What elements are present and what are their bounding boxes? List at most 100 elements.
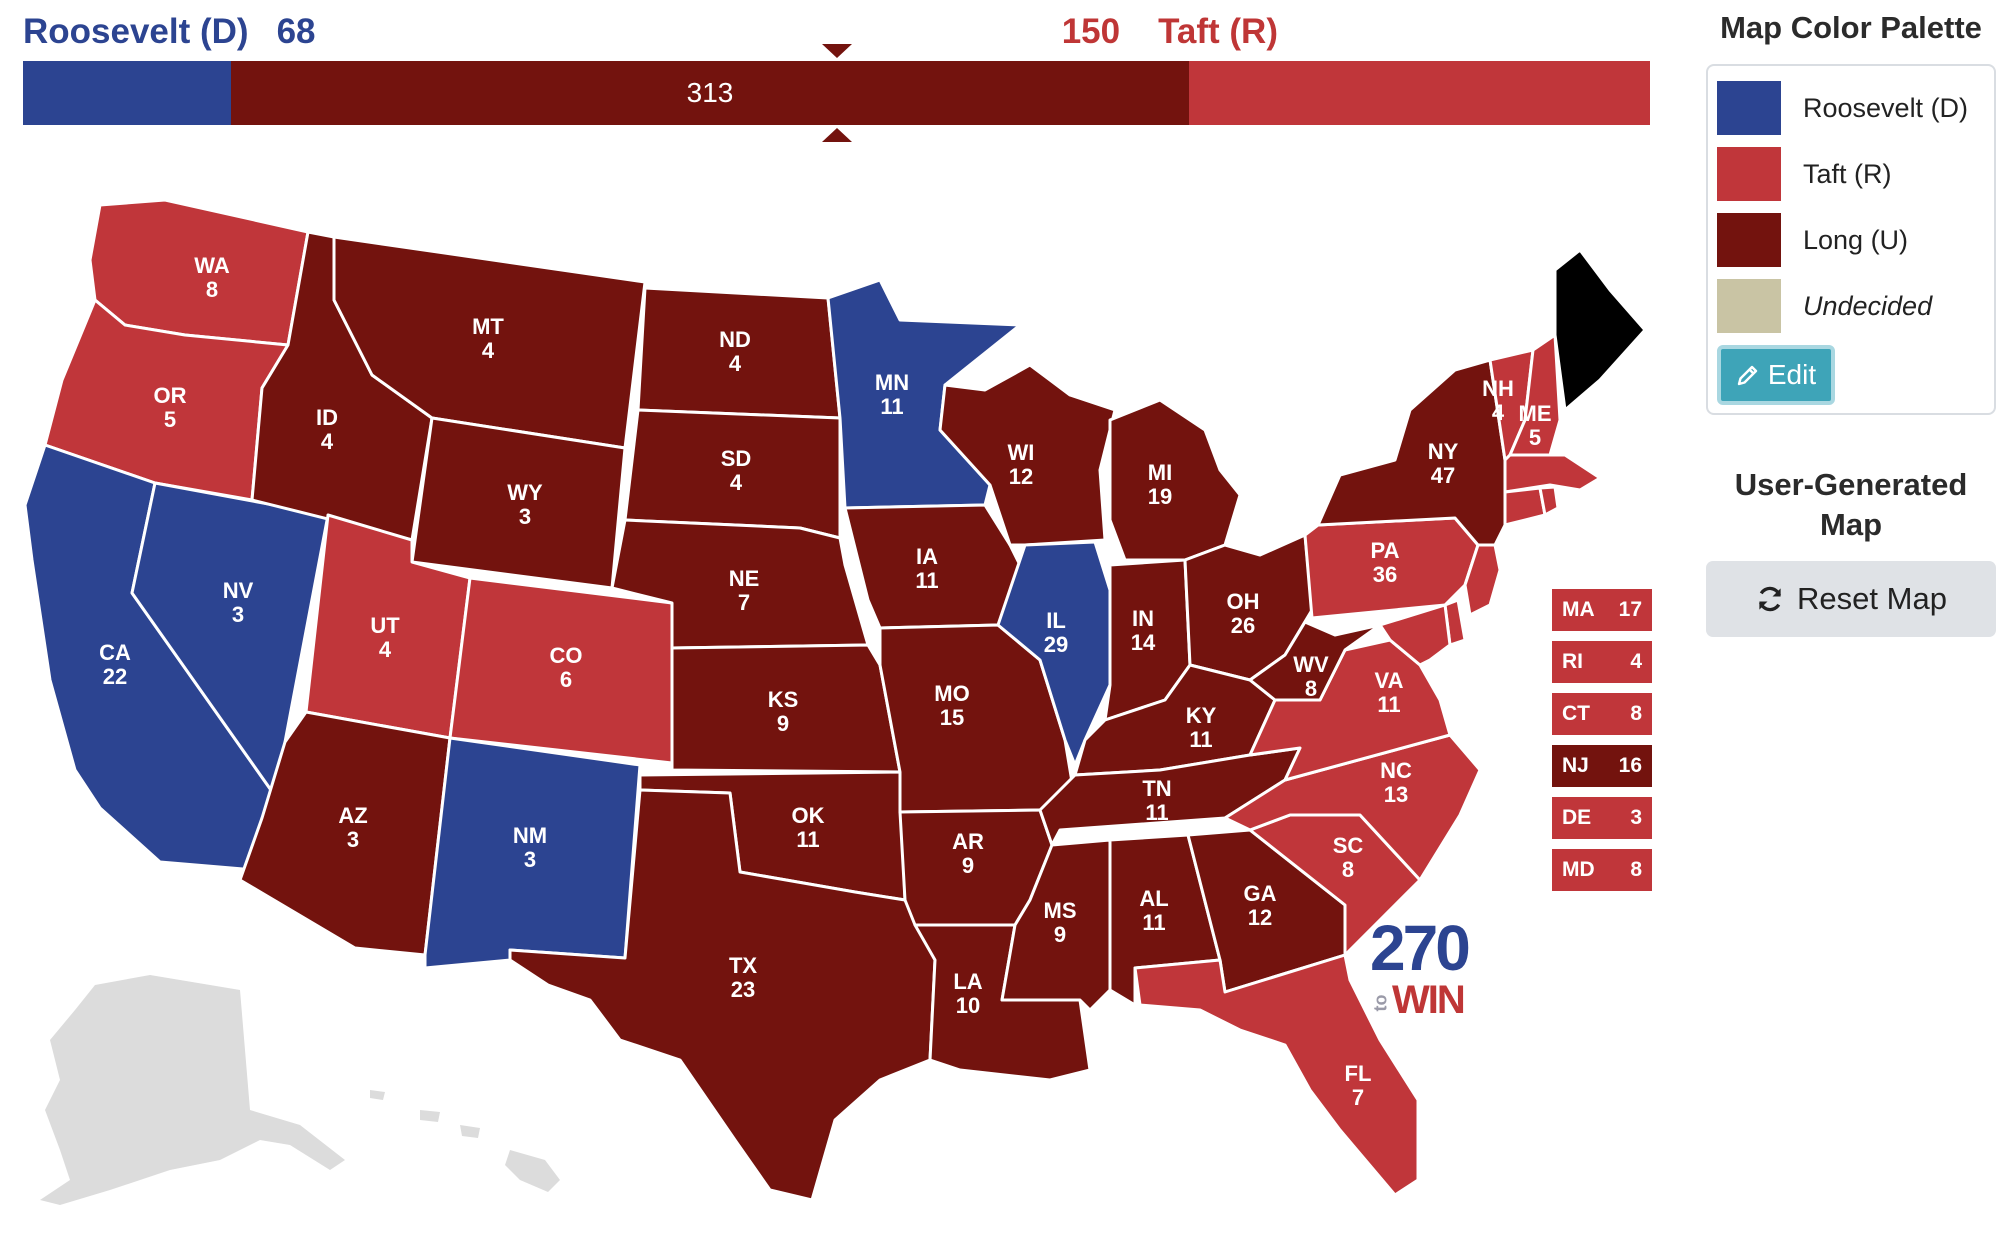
label-NE-abbr: NE xyxy=(729,566,760,591)
label-LA-abbr: LA xyxy=(953,969,982,994)
small-state-MA[interactable]: MA 17 xyxy=(1552,589,1652,631)
state-NJ[interactable] xyxy=(1463,543,1502,617)
label-SC-abbr: SC xyxy=(1333,833,1364,858)
label-IA-ev: 11 xyxy=(915,568,938,593)
label-GA-abbr: GA xyxy=(1244,881,1277,906)
label-WV-abbr: WV xyxy=(1293,652,1329,677)
label-OK-abbr: OK xyxy=(792,803,825,828)
label-OH-abbr: OH xyxy=(1227,589,1260,614)
label-VA-abbr: VA xyxy=(1375,668,1404,693)
reset-map-button[interactable]: Reset Map xyxy=(1706,561,1996,637)
label-PA-abbr: PA xyxy=(1371,538,1400,563)
small-state-CT[interactable]: CT 8 xyxy=(1552,693,1652,735)
label-OK-ev: 11 xyxy=(796,827,819,852)
label-AZ-ev: 3 xyxy=(347,827,359,852)
palette-label: Undecided xyxy=(1803,290,1933,321)
electoral-vote-bar: 313 xyxy=(23,61,1650,125)
label-GA-ev: 12 xyxy=(1248,905,1272,930)
small-state-NJ[interactable]: NJ 16 xyxy=(1552,745,1652,787)
label-ID-ev: 4 xyxy=(321,429,334,454)
edit-button[interactable]: Edit xyxy=(1717,345,1835,405)
label-TN-ev: 11 xyxy=(1145,800,1168,825)
label-KS-abbr: KS xyxy=(768,687,799,712)
label-LA-ev: 10 xyxy=(956,993,980,1018)
small-state-RI[interactable]: RI 4 xyxy=(1552,641,1652,683)
label-OH-ev: 26 xyxy=(1231,613,1255,638)
small-state-ev: 4 xyxy=(1630,650,1642,673)
label-MT-abbr: MT xyxy=(472,314,504,339)
label-NM-ev: 3 xyxy=(524,847,536,872)
small-state-abbr: DE xyxy=(1562,806,1592,829)
label-MT-ev: 4 xyxy=(482,338,495,363)
palette-item-roosevelt[interactable]: Roosevelt (D) xyxy=(1717,75,1985,141)
palette-item-undecided[interactable]: Undecided xyxy=(1717,273,1985,339)
small-state-ev: 8 xyxy=(1630,858,1642,881)
user-generated-map-title: User-Generated Map xyxy=(1734,467,1968,542)
color-swatch xyxy=(1717,213,1781,267)
state-TX[interactable] xyxy=(508,788,937,1202)
label-PA-ev: 36 xyxy=(1373,562,1397,587)
majority-marker-top xyxy=(822,44,852,58)
label-SD-ev: 4 xyxy=(730,470,743,495)
palette-label: Long (U) xyxy=(1803,224,1909,255)
palette-title: Map Color Palette xyxy=(1720,10,1982,45)
label-NH-abbr: ME xyxy=(1519,401,1552,426)
label-WA-abbr: WA xyxy=(194,253,230,278)
state-MD[interactable] xyxy=(1378,603,1452,667)
label-IN-abbr: IN xyxy=(1132,606,1154,631)
label-OR-abbr: OR xyxy=(154,383,187,408)
small-state-DE[interactable]: DE 3 xyxy=(1552,797,1652,839)
label-VT-ev: 4 xyxy=(1492,400,1505,425)
label-NV-ev: 3 xyxy=(232,602,244,627)
label-TN-abbr: TN xyxy=(1142,776,1171,801)
label-MO-abbr: MO xyxy=(934,681,969,706)
small-state-ev: 16 xyxy=(1618,754,1642,777)
label-SD-abbr: SD xyxy=(721,446,752,471)
edit-label: Edit xyxy=(1767,359,1817,390)
small-state-abbr: NJ xyxy=(1562,754,1589,777)
small-state-abbr: RI xyxy=(1562,650,1583,673)
state-WI[interactable] xyxy=(938,363,1117,547)
dem-score: Roosevelt (D) 68 xyxy=(23,12,316,52)
palette-item-taft[interactable]: Taft (R) xyxy=(1717,141,1985,207)
state-AK[interactable] xyxy=(40,975,345,1205)
label-MI-ev: 19 xyxy=(1148,484,1172,509)
label-NY-abbr: NY xyxy=(1428,439,1459,464)
sidebar: Map Color Palette Roosevelt (D) Taft (R)… xyxy=(1706,0,1996,637)
small-state-abbr: MD xyxy=(1562,858,1595,881)
state-MI[interactable] xyxy=(1108,398,1242,562)
palette-label: Taft (R) xyxy=(1803,158,1892,189)
label-NC-ev: 13 xyxy=(1384,782,1408,807)
label-IN-ev: 14 xyxy=(1131,630,1156,655)
label-AR-abbr: AR xyxy=(952,829,984,854)
rep-score: 150 Taft (R) xyxy=(1062,12,1278,52)
dem-candidate-name: Roosevelt (D) xyxy=(23,12,249,51)
state-RI[interactable] xyxy=(1538,485,1560,517)
color-palette: Roosevelt (D) Taft (R) Long (U) Undecide… xyxy=(1706,64,1996,415)
label-AZ-abbr: AZ xyxy=(338,803,367,828)
state-HI[interactable] xyxy=(370,1090,560,1192)
small-state-MD[interactable]: MD 8 xyxy=(1552,849,1652,891)
label-MI-abbr: MI xyxy=(1148,460,1172,485)
label-AR-ev: 9 xyxy=(962,853,974,878)
logo-number: 270 xyxy=(1370,912,1471,984)
label-MO-ev: 15 xyxy=(940,705,964,730)
label-TX-abbr: TX xyxy=(729,953,757,978)
state-ME[interactable] xyxy=(1553,248,1647,412)
270towin-logo: 270 to WIN xyxy=(1370,912,1480,1023)
label-MS-ev: 9 xyxy=(1054,922,1066,947)
palette-item-long[interactable]: Long (U) xyxy=(1717,207,1985,273)
label-KY-abbr: KY xyxy=(1186,703,1217,728)
small-state-ev: 8 xyxy=(1630,702,1642,725)
label-MS-abbr: MS xyxy=(1044,898,1077,923)
label-WI-ev: 12 xyxy=(1009,464,1033,489)
label-UT-ev: 4 xyxy=(379,637,392,662)
state-CT[interactable] xyxy=(1503,486,1547,527)
rep-electoral-votes: 150 xyxy=(1061,12,1121,51)
refresh-icon xyxy=(1759,586,1781,612)
label-KS-ev: 9 xyxy=(777,711,789,736)
label-KY-ev: 11 xyxy=(1189,727,1212,752)
state-FL[interactable] xyxy=(1133,953,1420,1197)
